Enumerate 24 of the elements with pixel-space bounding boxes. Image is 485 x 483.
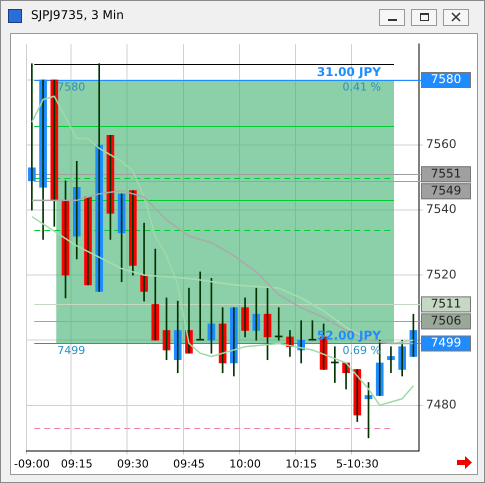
annotation: 0.41 % bbox=[342, 80, 381, 94]
annotation: 7499 bbox=[57, 344, 86, 357]
x-tick-label: 09:30 bbox=[117, 457, 149, 470]
x-tick-label: -09:00 bbox=[14, 457, 50, 470]
y-tick-label: 7540 bbox=[426, 202, 457, 216]
ref-line-label: 7499 bbox=[430, 336, 462, 350]
ref-line-label: 7580 bbox=[430, 72, 462, 86]
y-tick-label: 7560 bbox=[426, 137, 457, 152]
x-tick-label: 5-10:30 bbox=[336, 457, 379, 470]
ref-line-label: 7506 bbox=[430, 314, 462, 328]
ref-line-label: 7549 bbox=[430, 183, 462, 198]
chart-title: SJPJ9735, 3 Min bbox=[31, 8, 124, 22]
y-tick-label: 7480 bbox=[426, 397, 457, 412]
ref-line-label: 7551 bbox=[430, 166, 462, 180]
ref-line-label: 7511 bbox=[430, 296, 462, 311]
x-tick-label: 10:15 bbox=[285, 457, 318, 470]
annotation: 7580 bbox=[57, 80, 86, 94]
x-tick-label: 09:45 bbox=[173, 457, 205, 470]
y-tick-label: 7520 bbox=[426, 267, 457, 282]
candlestick bbox=[84, 196, 92, 286]
annotation: 31.00 JPY bbox=[316, 65, 382, 80]
x-tick-label: 09:15 bbox=[60, 457, 93, 470]
x-tick-label: 10:00 bbox=[229, 457, 261, 470]
candlestick bbox=[274, 307, 283, 341]
